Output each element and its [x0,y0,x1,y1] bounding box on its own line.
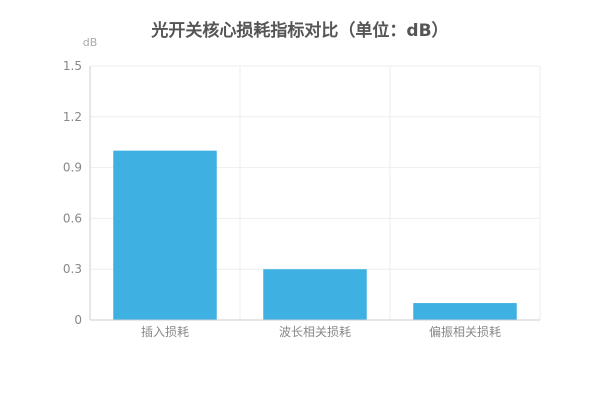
y-tick-label: 1.5 [63,59,82,73]
y-tick-label: 0 [74,313,82,327]
chart-title: 光开关核心损耗指标对比（单位：dB） [151,21,449,41]
bar-2 [263,269,367,320]
y-tick-label: 0.6 [63,211,82,225]
x-tick-label: 插入损耗 [141,325,189,339]
bar-3 [413,303,517,320]
y-tick-label: 0.3 [63,262,82,276]
y-tick-label: 0.9 [63,161,82,175]
y-tick-label: 1.2 [63,110,82,124]
x-tick-label: 偏振相关损耗 [429,324,501,339]
bar-1 [113,150,217,320]
y-axis-label: dB [83,36,98,49]
x-tick-label: 波长相关损耗 [279,325,351,339]
